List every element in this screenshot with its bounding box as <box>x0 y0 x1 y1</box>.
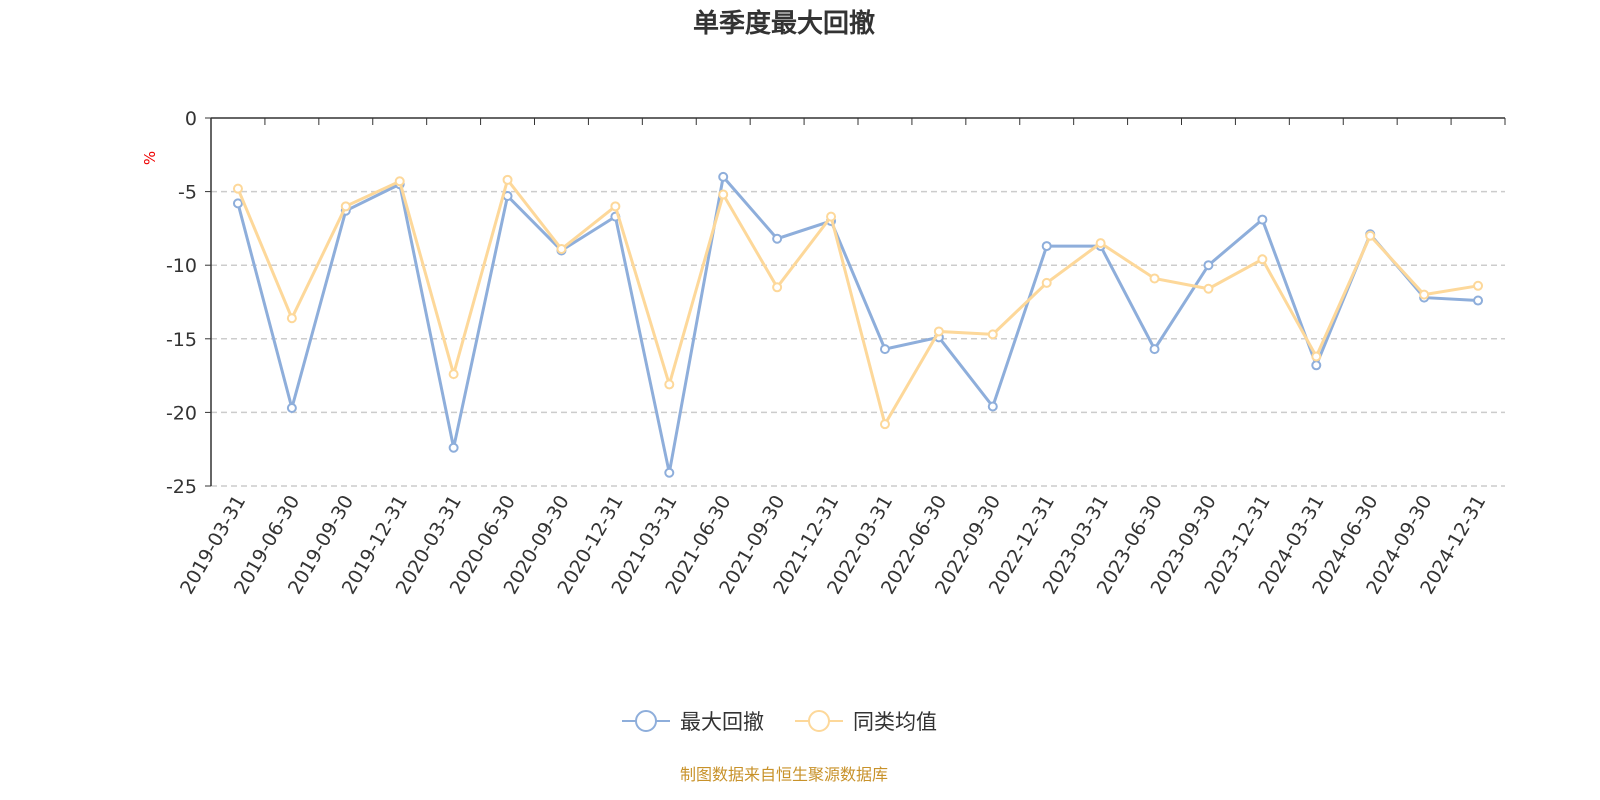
data-point <box>502 174 513 185</box>
data-point <box>1149 273 1160 284</box>
data-point <box>610 201 621 212</box>
data-point <box>232 198 243 209</box>
data-point <box>232 183 243 194</box>
y-tick-label: -20 <box>166 402 197 424</box>
data-point <box>1041 241 1052 252</box>
y-tick-label: 0 <box>185 108 197 130</box>
data-point <box>718 171 729 182</box>
data-point <box>987 401 998 412</box>
data-point <box>987 329 998 340</box>
y-tick-label: -25 <box>166 476 197 498</box>
data-point <box>556 244 567 255</box>
legend-item-0[interactable]: 最大回撤 <box>622 710 764 734</box>
data-point <box>879 419 890 430</box>
legend-item-1[interactable]: 同类均值 <box>795 710 937 734</box>
series-line <box>236 173 1479 474</box>
y-tick-label: -15 <box>166 329 197 351</box>
series-line <box>236 176 1479 429</box>
data-point <box>664 379 675 390</box>
data-point <box>933 326 944 337</box>
data-point <box>286 313 297 324</box>
data-point <box>879 344 890 355</box>
data-point <box>394 176 405 187</box>
data-point <box>1203 283 1214 294</box>
series-1 <box>232 174 1484 430</box>
data-point <box>448 442 459 453</box>
data-point <box>1257 254 1268 265</box>
legend-label: 同类均值 <box>853 710 937 734</box>
data-point <box>1311 351 1322 362</box>
data-point <box>1419 289 1430 300</box>
data-point <box>826 211 837 222</box>
data-point <box>448 369 459 380</box>
data-point <box>1095 238 1106 249</box>
data-point <box>340 201 351 212</box>
data-point <box>1041 277 1052 288</box>
y-tick-label: -5 <box>178 182 197 204</box>
data-point <box>1257 214 1268 225</box>
data-point <box>1311 360 1322 371</box>
data-point <box>772 233 783 244</box>
data-point <box>1203 260 1214 271</box>
legend-label: 最大回撤 <box>680 710 764 734</box>
data-point <box>1473 280 1484 291</box>
y-axis-unit: % <box>141 151 159 165</box>
chart-title: 单季度最大回撤 <box>693 8 875 39</box>
legend-circle-icon <box>808 710 830 732</box>
data-point <box>1473 295 1484 306</box>
data-point <box>1365 230 1376 241</box>
data-source-note: 制图数据来自恒生聚源数据库 <box>680 765 888 784</box>
legend-circle-icon <box>635 710 657 732</box>
data-point <box>772 282 783 293</box>
data-point <box>664 467 675 478</box>
y-tick-label: -10 <box>166 255 197 277</box>
data-point <box>1149 344 1160 355</box>
data-point <box>718 189 729 200</box>
data-point <box>286 402 297 413</box>
